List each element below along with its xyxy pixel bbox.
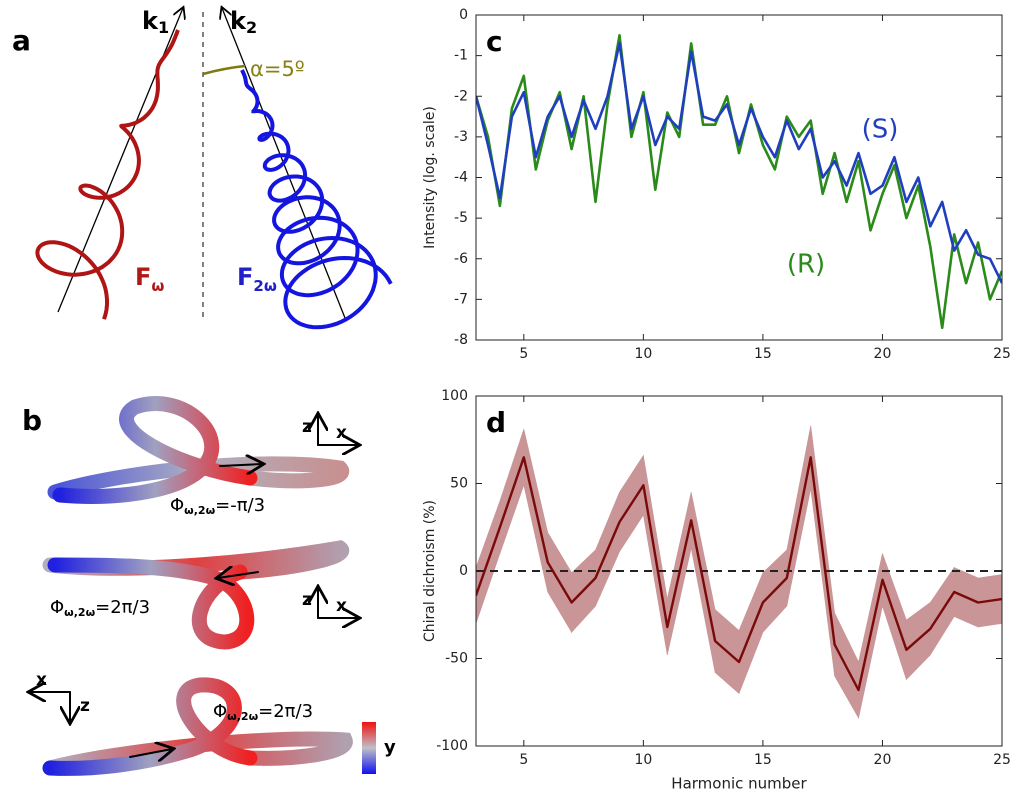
x-axis-label: Harmonic number [671,775,807,793]
phase-label: Φω,2ω=-π/3 [170,495,265,517]
plot-area [476,425,1002,720]
phase-symbol: Φ [50,597,64,618]
k1-text: k [142,7,159,35]
ribbon [42,677,258,776]
ribbon [52,396,258,504]
x-tick-label: 10 [634,752,652,768]
x-tick-label: 15 [754,752,772,768]
y-tick-label: 100 [441,388,468,404]
y-tick-label: -4 [454,170,468,186]
direction-arrow [219,464,262,466]
panel-label: a [12,24,31,57]
k1-sub: 1 [158,18,169,37]
y-tick-label: -6 [454,251,468,267]
helix [35,29,180,320]
ribbon [47,456,350,500]
phase-symbol: Φ [170,495,184,516]
direction-arrow [129,749,172,757]
y-tick-label: 0 [459,563,468,579]
panel-label: d [486,406,506,439]
x-tick-label: 25 [993,346,1011,362]
direction-arrow [218,572,259,578]
y-tick-label: -50 [445,651,468,667]
axis-label: z [302,417,312,437]
x-tick-label: 20 [874,346,892,362]
y-tick-label: -8 [454,332,468,348]
k1-label: k1 [142,7,169,37]
y-axis-label: Chiral dichroism (%) [422,500,438,642]
k2-text: k [230,7,247,35]
axis-label: x [336,423,347,443]
f-2omega-label: F2ω [237,263,277,295]
f-sub: 2ω [253,277,276,295]
y-tick-label: -5 [454,210,468,226]
series-line [476,42,1002,284]
series-line [476,34,1002,330]
y-tick-label: -3 [454,129,468,145]
y-tick-label: -100 [436,738,468,754]
panel-a: a k1 k2 α=5º Fω F2ω [12,7,393,330]
x-tick-label: 20 [874,752,892,768]
axis-label: x [336,596,347,616]
series-line [476,456,1002,692]
k2-label: k2 [230,7,257,37]
phase-value: =2π/3 [95,597,150,618]
y-tick-label: 0 [459,7,468,23]
panel-label: b [22,404,42,437]
phase-label: Φω,2ω=2π/3 [50,597,150,619]
series-label: (R) [787,250,825,280]
plot-frame [475,14,1003,341]
ribbon [47,557,255,650]
error-band [906,601,931,681]
x-tick-label: 5 [519,752,528,768]
x-tick-label: 5 [519,346,528,362]
chart: -100 -50 0 50 100 5 10 15 20 25 Chiral dichroism (… [422,388,1011,793]
k2-sub: 2 [246,18,257,37]
colorbar [362,722,376,774]
phase-value: =2π/3 [258,701,313,722]
axis-label: x [36,670,47,690]
helix [240,69,393,330]
axis-label: z [80,696,90,716]
y-tick-label: -7 [454,291,468,307]
x-tick-label: 15 [754,346,772,362]
f-omega-label: Fω [135,263,164,295]
series-label: (S) [862,115,899,145]
phase-label: Φω,2ω=2π/3 [213,701,313,723]
plot-area [476,34,1002,330]
phase-sub: ω,2ω [227,710,258,723]
f-text: F [237,263,253,291]
phase-symbol: Φ [213,701,227,722]
y-tick-label: -1 [454,48,468,64]
alpha-label: α=5º [250,57,305,81]
chart: (R) (S) -8 -7 -6 -5 -4 -3 -2 -1 0 5 10 15 20 25 Intensit… [422,7,1011,362]
y-tick-label: -2 [454,88,468,104]
phase-sub: ω,2ω [64,606,95,619]
f-sub: ω [151,277,164,295]
y-axis-label: Intensity (log. scale) [422,106,438,249]
phase-value: =-π/3 [215,495,265,516]
axis-label: z [302,590,312,610]
x-tick-label: 25 [993,752,1011,768]
phase-sub: ω,2ω [184,504,215,517]
ribbon [42,731,353,776]
x-tick-label: 10 [634,346,652,362]
panel-label: c [486,25,503,58]
f-text: F [135,263,151,291]
angle-arc [202,64,246,76]
colorbar-label: y [384,737,396,758]
y-tick-label: 50 [450,476,468,492]
